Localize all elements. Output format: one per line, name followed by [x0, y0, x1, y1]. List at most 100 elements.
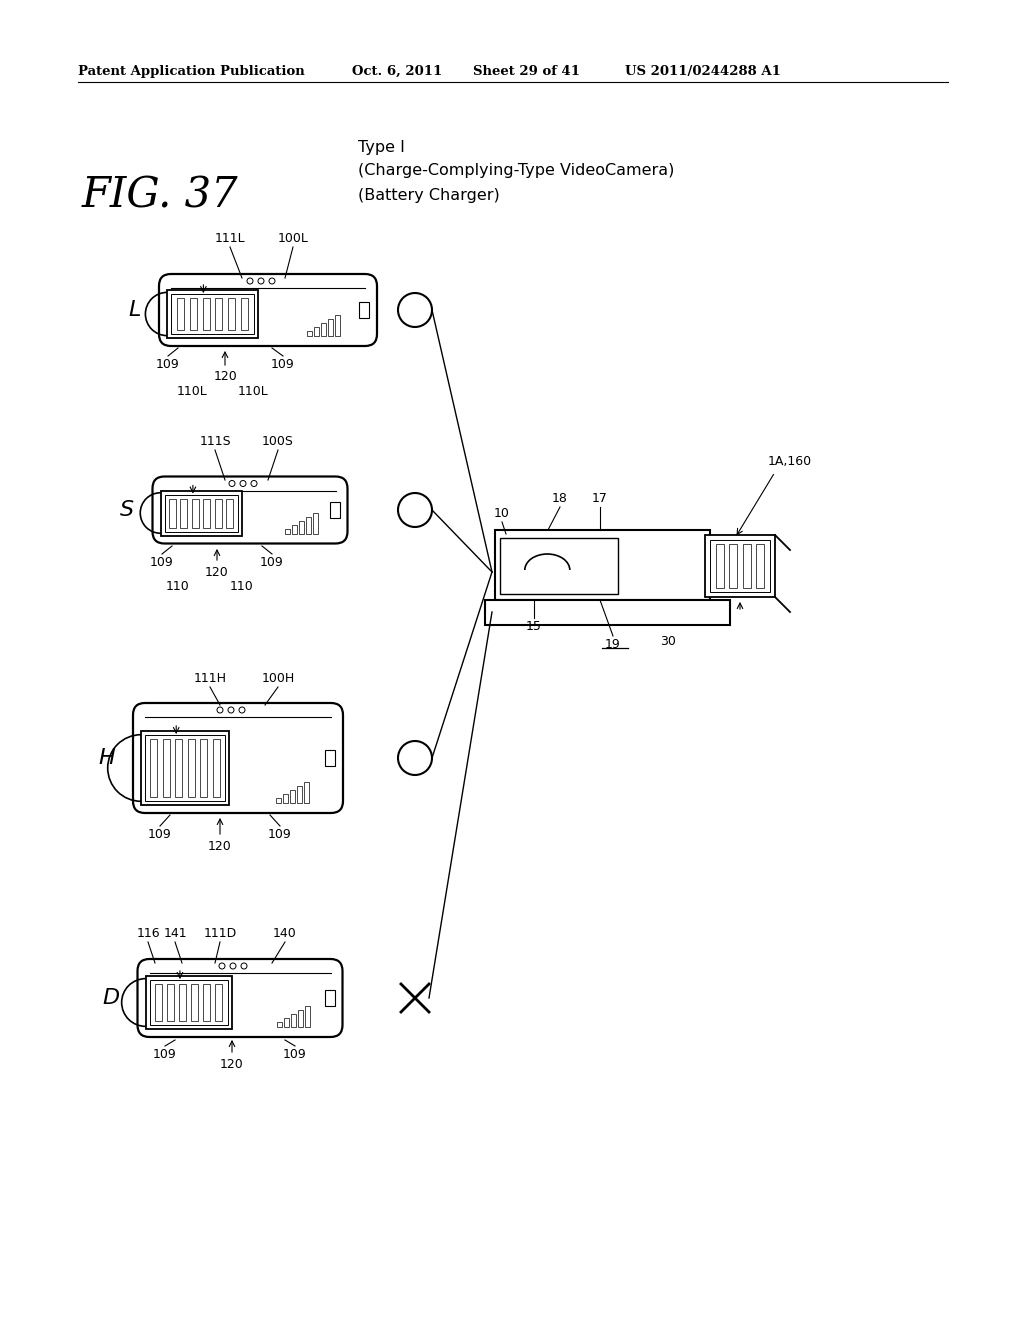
- Bar: [241, 298, 248, 330]
- Bar: [179, 983, 186, 1020]
- Text: 18: 18: [552, 492, 568, 506]
- Circle shape: [228, 708, 234, 713]
- Text: 111S: 111S: [200, 436, 230, 447]
- Bar: [215, 298, 222, 330]
- FancyBboxPatch shape: [159, 275, 377, 346]
- Circle shape: [217, 708, 223, 713]
- Text: 116: 116: [136, 927, 160, 940]
- Text: (Battery Charger): (Battery Charger): [358, 187, 500, 203]
- Bar: [203, 983, 210, 1020]
- Circle shape: [239, 708, 245, 713]
- Bar: [163, 739, 170, 797]
- FancyBboxPatch shape: [137, 960, 342, 1038]
- Text: 109: 109: [156, 358, 180, 371]
- Bar: [145, 975, 231, 1030]
- Bar: [716, 544, 724, 587]
- Text: S: S: [121, 500, 134, 520]
- Bar: [705, 535, 775, 597]
- Text: 100L: 100L: [278, 232, 308, 246]
- Text: 109: 109: [271, 358, 295, 371]
- Bar: [215, 983, 222, 1020]
- Circle shape: [219, 964, 225, 969]
- Bar: [226, 499, 233, 528]
- Text: 111D: 111D: [204, 927, 237, 940]
- Circle shape: [230, 964, 236, 969]
- Bar: [314, 327, 319, 337]
- Bar: [285, 528, 290, 533]
- Text: US 2011/0244288 A1: US 2011/0244288 A1: [625, 65, 781, 78]
- Text: 110: 110: [166, 579, 189, 593]
- Text: 120: 120: [205, 566, 229, 579]
- Bar: [275, 799, 281, 803]
- Bar: [145, 735, 225, 801]
- Text: 111L: 111L: [215, 232, 246, 246]
- Bar: [313, 512, 318, 533]
- Bar: [169, 499, 176, 528]
- Text: 109: 109: [283, 1048, 307, 1061]
- Text: D: D: [102, 987, 120, 1008]
- Bar: [189, 298, 197, 330]
- FancyBboxPatch shape: [153, 477, 347, 544]
- Bar: [495, 531, 710, 601]
- Circle shape: [229, 480, 234, 487]
- Bar: [215, 499, 221, 528]
- Bar: [161, 491, 242, 536]
- Text: Oct. 6, 2011: Oct. 6, 2011: [352, 65, 442, 78]
- Text: 141: 141: [163, 927, 186, 940]
- Circle shape: [251, 480, 257, 487]
- Bar: [757, 544, 764, 587]
- Bar: [330, 502, 340, 517]
- Bar: [141, 731, 229, 805]
- Text: 111H: 111H: [194, 672, 226, 685]
- Bar: [167, 983, 174, 1020]
- Circle shape: [269, 279, 275, 284]
- Bar: [485, 601, 730, 624]
- Text: 120: 120: [208, 840, 231, 853]
- Text: 1A,160: 1A,160: [768, 455, 812, 469]
- Text: 10: 10: [494, 507, 510, 520]
- Bar: [150, 979, 227, 1026]
- Circle shape: [240, 480, 246, 487]
- Bar: [291, 1014, 296, 1027]
- Text: H: H: [98, 748, 115, 768]
- Bar: [305, 1006, 310, 1027]
- Text: 19: 19: [605, 638, 621, 651]
- Text: Sheet 29 of 41: Sheet 29 of 41: [473, 65, 580, 78]
- Bar: [322, 323, 327, 337]
- Bar: [155, 983, 162, 1020]
- Circle shape: [241, 964, 247, 969]
- Bar: [307, 331, 312, 337]
- Bar: [284, 1018, 289, 1027]
- FancyBboxPatch shape: [133, 704, 343, 813]
- Bar: [306, 516, 311, 533]
- Text: 110L: 110L: [238, 385, 268, 399]
- Text: 109: 109: [148, 828, 172, 841]
- Text: FIG. 37: FIG. 37: [82, 176, 239, 216]
- Text: 110: 110: [230, 579, 254, 593]
- Text: 30: 30: [660, 635, 676, 648]
- Text: 100S: 100S: [262, 436, 294, 447]
- Bar: [500, 539, 618, 594]
- Bar: [335, 315, 340, 337]
- Text: 120: 120: [220, 1059, 244, 1071]
- Bar: [283, 795, 288, 803]
- Text: 109: 109: [260, 556, 284, 569]
- Bar: [191, 499, 199, 528]
- Bar: [213, 739, 219, 797]
- Text: (Charge-Complying-Type VideoCamera): (Charge-Complying-Type VideoCamera): [358, 162, 675, 178]
- Text: 110L: 110L: [176, 385, 208, 399]
- Text: 140: 140: [273, 927, 297, 940]
- Bar: [200, 739, 207, 797]
- Bar: [710, 540, 770, 591]
- Bar: [203, 298, 210, 330]
- Bar: [171, 294, 254, 334]
- Bar: [187, 739, 195, 797]
- Bar: [165, 495, 238, 532]
- Bar: [191, 983, 198, 1020]
- Text: 120: 120: [214, 370, 238, 383]
- Bar: [203, 499, 210, 528]
- Bar: [325, 750, 335, 766]
- Text: 17: 17: [592, 492, 608, 506]
- Bar: [299, 520, 304, 533]
- Circle shape: [258, 279, 264, 284]
